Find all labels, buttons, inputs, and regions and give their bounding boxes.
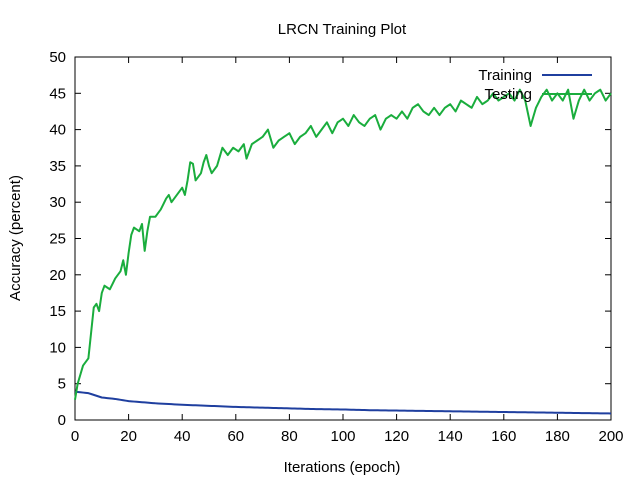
y-tick-label: 45 [49, 85, 66, 102]
x-tick-label: 0 [71, 428, 79, 445]
legend-label: Testing [484, 86, 532, 103]
x-tick-label: 120 [384, 428, 409, 445]
plot-frame [74, 56, 612, 421]
y-tick-label: 5 [58, 376, 66, 393]
series-line-training [74, 390, 612, 415]
ticks-group: 0 20 40 60 80 100 120 140 160 180 200 0 5 10 15 20 25 30 3… [49, 49, 623, 445]
x-tick-label: 180 [545, 428, 570, 445]
legend: Training Testing [478, 67, 592, 103]
series-group [74, 88, 612, 415]
chart-title: LRCN Training Plot [278, 21, 407, 38]
x-axis-label: Iterations (epoch) [284, 459, 401, 476]
legend-label: Training [478, 67, 532, 84]
x-tick-label: 40 [174, 428, 191, 445]
y-tick-label: 0 [58, 412, 66, 429]
y-tick-label: 40 [49, 122, 66, 139]
x-tick-label: 200 [598, 428, 623, 445]
x-tick-label: 100 [330, 428, 355, 445]
y-tick-label: 20 [49, 267, 66, 284]
series-line-testing [74, 88, 612, 400]
y-tick-label: 25 [49, 231, 66, 248]
x-tick-label: 80 [281, 428, 298, 445]
y-tick-label: 10 [49, 339, 66, 356]
x-tick-label: 160 [491, 428, 516, 445]
y-axis-label: Accuracy (percent) [7, 175, 24, 301]
y-tick-label: 50 [49, 49, 66, 66]
x-tick-label: 60 [227, 428, 244, 445]
y-tick-label: 15 [49, 303, 66, 320]
x-tick-label: 140 [438, 428, 463, 445]
y-tick-label: 30 [49, 194, 66, 211]
y-tick-label: 35 [49, 158, 66, 175]
x-tick-label: 20 [120, 428, 137, 445]
